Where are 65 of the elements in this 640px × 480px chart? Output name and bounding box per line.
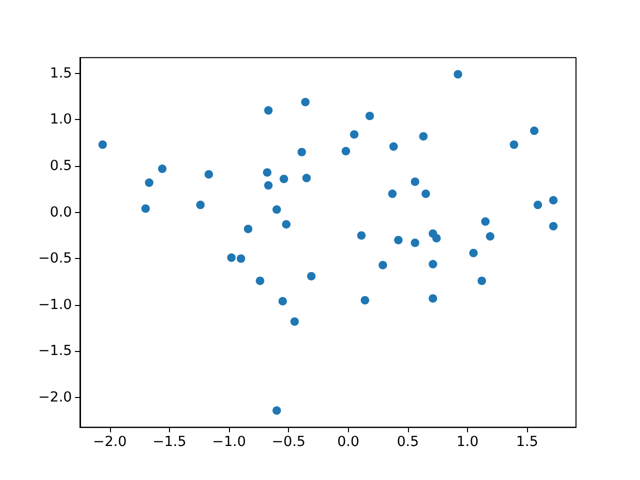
y-tick-label: 1.0 bbox=[50, 112, 72, 128]
point bbox=[298, 148, 306, 156]
point bbox=[301, 98, 310, 106]
point bbox=[227, 253, 236, 262]
point bbox=[256, 276, 264, 286]
point bbox=[141, 204, 150, 213]
y-tick-label: 1.5 bbox=[50, 65, 72, 82]
x-tick-label: −1.5 bbox=[152, 434, 186, 450]
point bbox=[410, 238, 420, 248]
point bbox=[388, 190, 397, 198]
point bbox=[486, 232, 494, 241]
point bbox=[98, 140, 107, 149]
point bbox=[290, 317, 299, 326]
point bbox=[236, 254, 246, 263]
point bbox=[378, 260, 388, 270]
point bbox=[365, 112, 374, 120]
y-tick-label: 0.0 bbox=[50, 204, 72, 220]
point bbox=[302, 174, 311, 182]
point bbox=[280, 174, 288, 184]
point bbox=[272, 406, 281, 415]
point bbox=[549, 196, 558, 204]
x-tick-label: −2.0 bbox=[92, 434, 127, 450]
x-tick-label: 0.0 bbox=[337, 434, 360, 450]
point bbox=[357, 231, 366, 240]
point bbox=[360, 296, 370, 305]
point bbox=[481, 217, 490, 226]
point bbox=[432, 234, 441, 242]
point bbox=[278, 296, 287, 306]
point bbox=[394, 236, 403, 244]
point bbox=[510, 140, 518, 149]
point bbox=[422, 190, 430, 198]
point bbox=[204, 170, 214, 179]
point bbox=[244, 224, 252, 234]
point bbox=[469, 248, 478, 258]
y-tick-label: −1.5 bbox=[38, 343, 72, 360]
x-tick-label: 0.5 bbox=[396, 434, 419, 450]
point bbox=[264, 181, 273, 190]
point bbox=[307, 272, 316, 280]
point bbox=[549, 222, 558, 230]
point bbox=[454, 70, 462, 79]
x-tick-label: 1.0 bbox=[456, 434, 479, 450]
point bbox=[389, 142, 398, 151]
point bbox=[158, 164, 167, 174]
point bbox=[410, 177, 420, 186]
y-tick-label: −1.0 bbox=[38, 296, 72, 313]
x-tick-label: −1.0 bbox=[212, 434, 246, 450]
point bbox=[272, 205, 281, 214]
x-tick-label: 1.5 bbox=[516, 434, 538, 450]
point bbox=[428, 294, 438, 303]
point bbox=[478, 276, 486, 286]
point bbox=[350, 130, 358, 139]
point bbox=[264, 106, 273, 115]
y-tick-label: −2.0 bbox=[38, 390, 72, 406]
point bbox=[530, 126, 539, 136]
point bbox=[428, 260, 438, 268]
point bbox=[419, 132, 428, 141]
y-tick-label: −0.5 bbox=[38, 250, 72, 267]
y-tick-label: 0.5 bbox=[50, 158, 72, 174]
point bbox=[144, 178, 154, 187]
point bbox=[196, 200, 205, 210]
point bbox=[534, 200, 542, 210]
point bbox=[262, 168, 272, 177]
point bbox=[342, 146, 350, 156]
point bbox=[282, 220, 291, 229]
x-tick-label: −0.5 bbox=[272, 434, 306, 450]
